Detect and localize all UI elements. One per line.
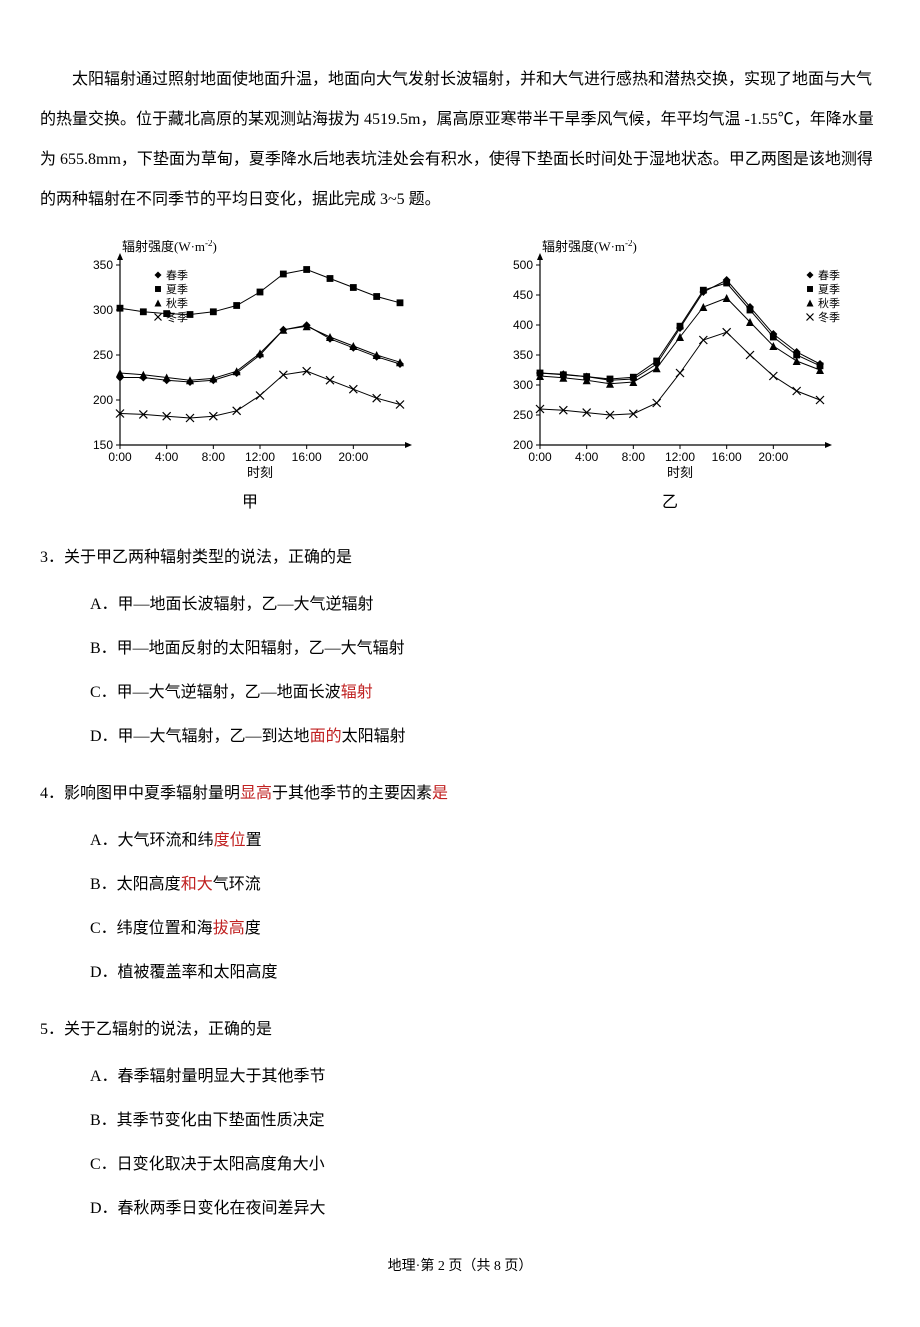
q4-stem: 4．影响图甲中夏季辐射量明显高于其他季节的主要因素是 <box>40 778 880 810</box>
svg-text:冬季: 冬季 <box>818 310 840 324</box>
q3-option-c: C．甲—大气逆辐射，乙—地面长波辐射 <box>90 677 880 709</box>
svg-text:350: 350 <box>513 348 533 362</box>
chart-b-svg: 2002503003504004505000:004:008:0012:0016… <box>485 240 855 480</box>
svg-text:20:00: 20:00 <box>758 450 788 464</box>
svg-text:20:00: 20:00 <box>338 450 368 464</box>
q5-option-c: C．日变化取决于太阳高度角大小 <box>90 1149 880 1181</box>
svg-text:4:00: 4:00 <box>155 450 179 464</box>
q5-option-a: A．春季辐射量明显大于其他季节 <box>90 1061 880 1093</box>
charts-container: 1502002503003500:004:008:0012:0016:0020:… <box>40 240 880 512</box>
q3-option-a: A．甲—地面长波辐射，乙—大气逆辐射 <box>90 589 880 621</box>
svg-text:夏季: 夏季 <box>818 283 840 296</box>
chart-a-label: 甲 <box>242 488 258 512</box>
svg-text:夏季: 夏季 <box>166 283 188 296</box>
svg-text:4:00: 4:00 <box>575 450 599 464</box>
chart-a-svg: 1502002503003500:004:008:0012:0016:0020:… <box>65 240 435 480</box>
q3-option-b: B．甲—地面反射的太阳辐射，乙—大气辐射 <box>90 633 880 665</box>
svg-text:秋季: 秋季 <box>166 296 188 310</box>
q5-stem: 5．关于乙辐射的说法，正确的是 <box>40 1014 880 1046</box>
svg-text:辐射强度(W·m-2): 辐射强度(W·m-2) <box>542 240 637 254</box>
q5-option-b: B．其季节变化由下垫面性质决定 <box>90 1105 880 1137</box>
q4-option-a: A．大气环流和纬度位置 <box>90 825 880 857</box>
svg-text:16:00: 16:00 <box>712 450 742 464</box>
svg-text:12:00: 12:00 <box>665 450 695 464</box>
page-footer: 地理·第 2 页（共 8 页） <box>40 1255 880 1275</box>
q4-option-c: C．纬度位置和海拔高度 <box>90 913 880 945</box>
q4-option-b: B．太阳高度和大气环流 <box>90 869 880 901</box>
svg-text:8:00: 8:00 <box>202 450 226 464</box>
svg-text:春季: 春季 <box>818 269 840 282</box>
q3-option-d: D．甲—大气辐射，乙—到达地面的太阳辐射 <box>90 721 880 753</box>
q5-option-d: D．春秋两季日变化在夜间差异大 <box>90 1193 880 1225</box>
svg-text:300: 300 <box>93 303 113 317</box>
svg-text:12:00: 12:00 <box>245 450 275 464</box>
svg-text:冬季: 冬季 <box>166 310 188 324</box>
svg-text:8:00: 8:00 <box>622 450 646 464</box>
svg-text:0:00: 0:00 <box>528 450 552 464</box>
svg-text:450: 450 <box>513 288 533 302</box>
svg-text:350: 350 <box>93 258 113 272</box>
chart-b-wrapper: 2002503003504004505000:004:008:0012:0016… <box>485 240 855 512</box>
chart-b-label: 乙 <box>662 488 678 512</box>
q4-option-d: D．植被覆盖率和太阳高度 <box>90 957 880 989</box>
svg-text:时刻: 时刻 <box>667 465 693 480</box>
q3-stem: 3．关于甲乙两种辐射类型的说法，正确的是 <box>40 542 880 574</box>
svg-text:辐射强度(W·m-2): 辐射强度(W·m-2) <box>122 240 217 254</box>
svg-text:300: 300 <box>513 378 533 392</box>
svg-text:500: 500 <box>513 258 533 272</box>
svg-text:250: 250 <box>513 408 533 422</box>
svg-text:0:00: 0:00 <box>108 450 132 464</box>
svg-text:400: 400 <box>513 318 533 332</box>
svg-text:250: 250 <box>93 348 113 362</box>
chart-a-wrapper: 1502002503003500:004:008:0012:0016:0020:… <box>65 240 435 512</box>
svg-text:200: 200 <box>93 393 113 407</box>
svg-text:时刻: 时刻 <box>247 465 273 480</box>
svg-text:秋季: 秋季 <box>818 296 840 310</box>
intro-paragraph: 太阳辐射通过照射地面使地面升温，地面向大气发射长波辐射，并和大气进行感热和潜热交… <box>40 60 880 220</box>
svg-text:春季: 春季 <box>166 269 188 282</box>
svg-text:16:00: 16:00 <box>292 450 322 464</box>
